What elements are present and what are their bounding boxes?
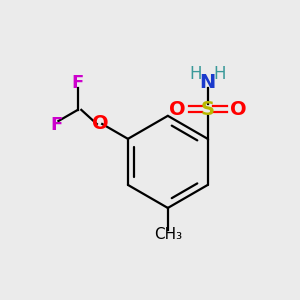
Text: F: F [50,116,62,134]
Text: O: O [169,100,186,118]
Text: H: H [213,65,226,83]
Text: S: S [201,100,215,118]
Text: O: O [92,115,109,134]
Text: F: F [72,74,84,92]
Text: H: H [190,65,202,83]
Text: N: N [200,74,216,92]
Text: O: O [230,100,246,118]
Text: CH₃: CH₃ [154,227,182,242]
